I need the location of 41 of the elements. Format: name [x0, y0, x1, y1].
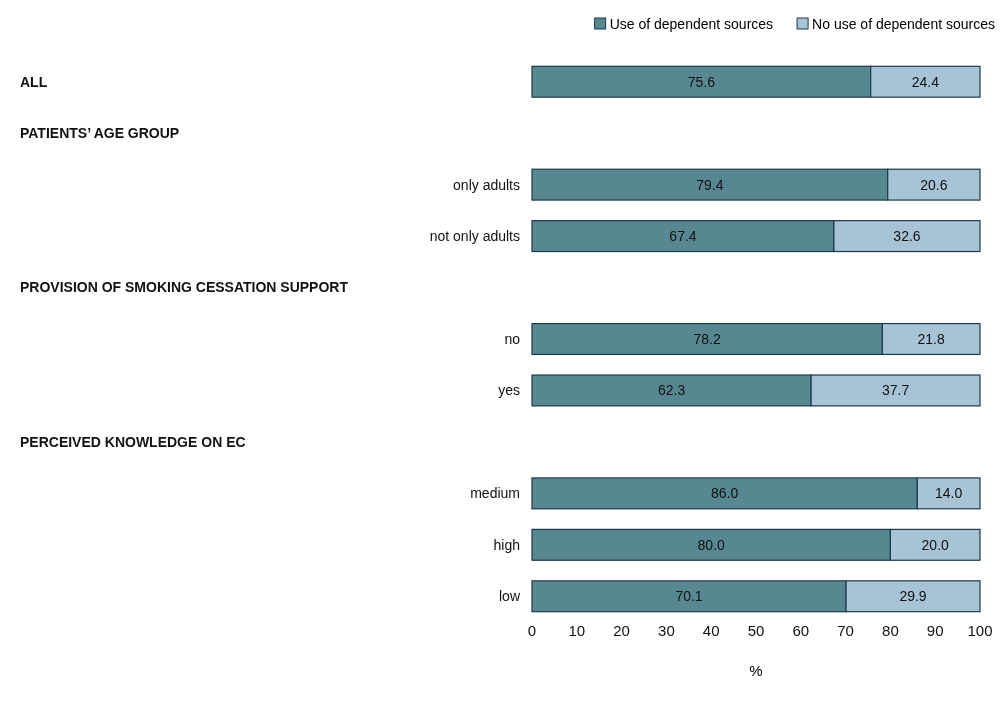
data-label: 70.1: [675, 588, 703, 605]
text: PATIENTS’ AGE GROUP: [20, 125, 180, 142]
text: ALL: [20, 73, 48, 90]
x-tick-label: 20: [613, 622, 630, 639]
x-tick-label: 50: [747, 622, 765, 639]
data-label: 24.4: [911, 73, 940, 90]
y-tick-label: not only adults: [429, 227, 520, 244]
x-tick-label: 90: [926, 622, 944, 639]
data-label: 80.0: [697, 536, 726, 553]
y-tick-label: yes: [498, 382, 520, 399]
data-label: 79.4: [696, 176, 724, 193]
data-label: 20.6: [920, 176, 948, 193]
y-tick-label: only adults: [453, 176, 520, 193]
x-tick-label: 70: [837, 622, 854, 639]
data-label: 29.9: [899, 588, 927, 605]
data-label: 37.7: [881, 382, 910, 399]
data-label: 67.4: [669, 227, 697, 244]
y-tick-label: high: [493, 536, 520, 553]
data-label: 78.2: [693, 330, 721, 347]
data-label: 86.0: [711, 485, 739, 502]
x-tick-label: 100: [967, 622, 993, 639]
y-tick-label: no: [504, 330, 521, 347]
data-label: 14.0: [935, 485, 963, 502]
x-tick-label: 10: [568, 622, 586, 639]
x-tick-label: 30: [658, 622, 675, 639]
legend-label: No use of dependent sources: [812, 15, 995, 32]
x-axis-title: %: [749, 662, 763, 679]
data-label: 20.0: [921, 536, 950, 553]
y-tick-label: low: [498, 588, 521, 605]
x-tick-label: 60: [792, 622, 810, 639]
data-label: 62.3: [657, 382, 686, 399]
data-label: 21.8: [917, 330, 945, 347]
x-tick-label: 40: [702, 622, 720, 639]
y-tick-label: medium: [470, 485, 520, 502]
text: PERCEIVED KNOWLEDGE ON EC: [20, 433, 246, 450]
x-tick-label: 0: [527, 622, 537, 639]
legend-label: Use of dependent sources: [609, 15, 774, 32]
data-label: 32.6: [893, 227, 921, 244]
data-label: 75.6: [687, 73, 716, 90]
x-tick-label: 80: [882, 622, 899, 639]
text: PROVISION OF SMOKING CESSATION SUPPORT: [20, 279, 349, 296]
